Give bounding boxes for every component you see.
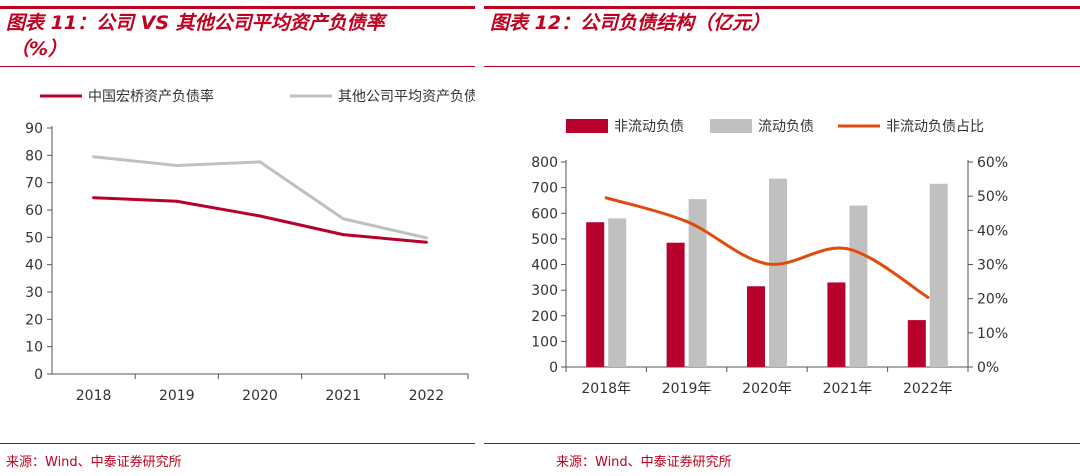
bar-0-2: [747, 286, 765, 367]
left-y-tick-label: 300: [531, 283, 558, 299]
bar-0-0: [586, 222, 605, 367]
data-point-0-4: [424, 240, 428, 244]
x-tick-label: 2018: [76, 388, 112, 404]
right-title-bar: [484, 6, 1080, 9]
bar-1-2: [769, 178, 787, 367]
y-tick-label: 30: [25, 285, 43, 301]
legend-label-1: 其他公司平均资产负债率: [338, 88, 475, 105]
ratio-point-2: [765, 262, 769, 266]
ratio-point-1: [685, 219, 689, 223]
right-y-tick-label: 40%: [977, 223, 1008, 239]
right-source-note: 来源：Wind、中泰证券研究所: [556, 455, 732, 470]
series-line-0: [93, 196, 427, 244]
y-tick-label: 60: [25, 203, 43, 219]
x-tick-label: 2020年: [742, 381, 792, 397]
left-y-tick-label: 500: [531, 232, 558, 248]
y-tick-label: 70: [25, 176, 43, 192]
y-tick-label: 10: [25, 340, 43, 356]
bar-0-3: [827, 282, 846, 367]
legend-swatch-1: [710, 119, 752, 133]
left-y-tick-label: 600: [531, 206, 558, 222]
right-chart-panel: 图表 12：公司负债结构（亿元） 非流动负债 流动负债 非流动负债占比 0 100 200…: [484, 0, 1080, 476]
y-tick-label: 20: [25, 312, 43, 328]
left-chart-panel: 图表 11：公司 VS 其他公司平均资产负债率 （%） 中国宏桥资产负债率 其他公…: [0, 0, 475, 476]
right-bottom-divider: [484, 443, 1080, 444]
bar-1-3: [849, 205, 868, 367]
right-y-tick-label: 50%: [977, 189, 1008, 205]
left-y-tick-label: 400: [531, 258, 558, 274]
left-chart-title: 图表 11：公司 VS 其他公司平均资产负债率: [6, 12, 385, 34]
x-tick-label: 2022: [409, 388, 445, 404]
x-tick-label: 2019: [159, 388, 195, 404]
left-y-tick-label: 800: [531, 155, 558, 171]
right-y-tick-label: 60%: [977, 155, 1008, 171]
legend-label-0: 非流动负债: [614, 119, 684, 135]
right-chart-title: 图表 12：公司负债结构（亿元）: [490, 12, 771, 34]
x-tick-label: 2019年: [662, 381, 712, 397]
y-tick-label: 0: [34, 367, 43, 383]
data-point-0-3: [341, 233, 345, 237]
left-chart-title-unit: （%）: [10, 38, 68, 60]
series-line-1: [93, 155, 427, 240]
x-tick-label: 2021: [325, 388, 361, 404]
ratio-point-4: [926, 295, 930, 299]
left-y-tick-label: 0: [549, 360, 558, 376]
data-point-1-3: [341, 217, 345, 221]
left-bottom-divider: [0, 443, 475, 444]
left-y-tick-label: 100: [531, 334, 558, 350]
legend-label-1: 流动负债: [758, 119, 814, 135]
data-point-1-0: [92, 155, 96, 159]
bar-1-4: [929, 183, 948, 367]
data-point-1-4: [424, 236, 428, 240]
ratio-line: [604, 196, 930, 299]
bar-1-1: [688, 199, 707, 367]
right-title-divider: [484, 66, 1080, 67]
bar-0-4: [907, 320, 926, 367]
data-point-0-1: [175, 199, 179, 203]
left-y-tick-label: 700: [531, 181, 558, 197]
data-point-1-2: [258, 160, 262, 164]
ratio-point-3: [845, 247, 849, 251]
data-point-1-1: [175, 163, 179, 167]
legend-swatch-0: [566, 119, 608, 133]
y-tick-label: 80: [25, 148, 43, 164]
right-y-tick-label: 10%: [977, 326, 1008, 342]
x-tick-label: 2022年: [903, 381, 953, 397]
data-point-0-2: [258, 214, 262, 218]
left-line-chart: 中国宏桥资产负债率 其他公司平均资产负债率 0 10 20 30 40 50 60 70 80 90 2…: [25, 88, 475, 404]
right-y-tick-label: 20%: [977, 292, 1008, 308]
legend-label-0: 中国宏桥资产负债率: [88, 88, 214, 105]
left-title-divider: [0, 66, 475, 67]
left-y-tick-label: 200: [531, 309, 558, 325]
data-point-0-0: [92, 196, 96, 200]
left-title-bar: [0, 6, 475, 9]
x-tick-label: 2021年: [823, 381, 873, 397]
x-tick-label: 2020: [242, 388, 278, 404]
right-y-tick-label: 0%: [977, 360, 999, 376]
legend-label-2: 非流动负债占比: [886, 119, 984, 135]
x-tick-label: 2018年: [581, 381, 631, 397]
left-source-note: 来源：Wind、中泰证券研究所: [6, 455, 182, 470]
y-tick-label: 90: [25, 121, 43, 137]
y-tick-label: 50: [25, 230, 43, 246]
right-y-tick-label: 30%: [977, 258, 1008, 274]
right-combo-chart: 非流动负债 流动负债 非流动负债占比 0 100 200 300 400 500 600 700 80…: [531, 119, 1008, 397]
bar-0-1: [666, 242, 685, 367]
y-tick-label: 40: [25, 258, 43, 274]
bar-1-0: [608, 218, 627, 367]
ratio-point-0: [604, 196, 608, 200]
